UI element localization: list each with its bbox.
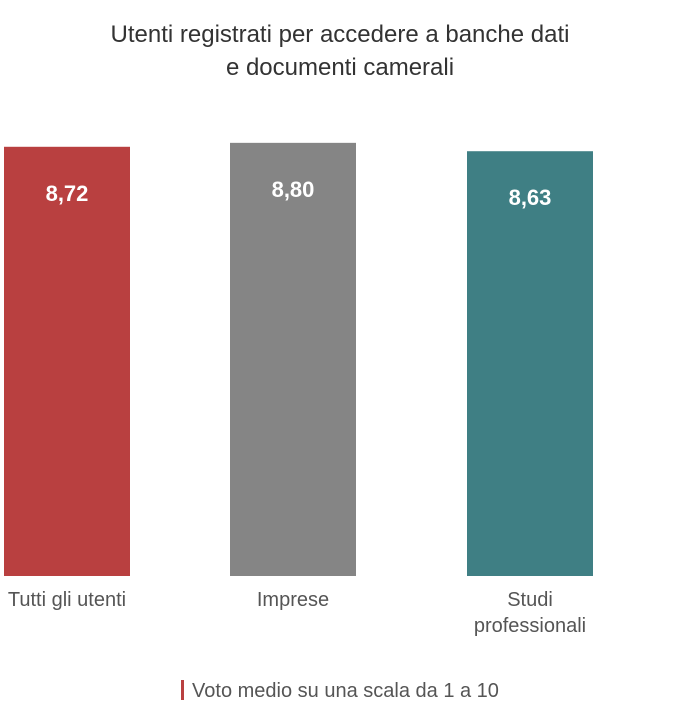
category-label-3-line-2: professionali [474,615,586,637]
chart-title-line-2: e documenti camerali [225,54,455,81]
bar-3 [467,151,593,576]
category-label-3-line-1: Studi [507,589,553,611]
legend-marker-icon [181,680,185,700]
bar-2 [230,142,356,576]
chart-title-line-1: Utenti registrati per accedere a banche … [110,21,570,48]
bar-value-label-2: 8,80 [272,177,315,202]
bar-value-label-1: 8,72 [46,181,89,206]
category-label-2: Imprese [257,589,329,611]
legend: Voto medio su una scala da 1 a 10 [0,680,680,703]
bar-value-label-3: 8,63 [509,185,552,210]
bar-1 [4,146,130,576]
chart-title: Utenti registrati per accedere a banche … [0,18,680,84]
legend-text: Voto medio su una scala da 1 a 10 [192,680,499,702]
category-label-1: Tutti gli utenti [8,589,126,611]
